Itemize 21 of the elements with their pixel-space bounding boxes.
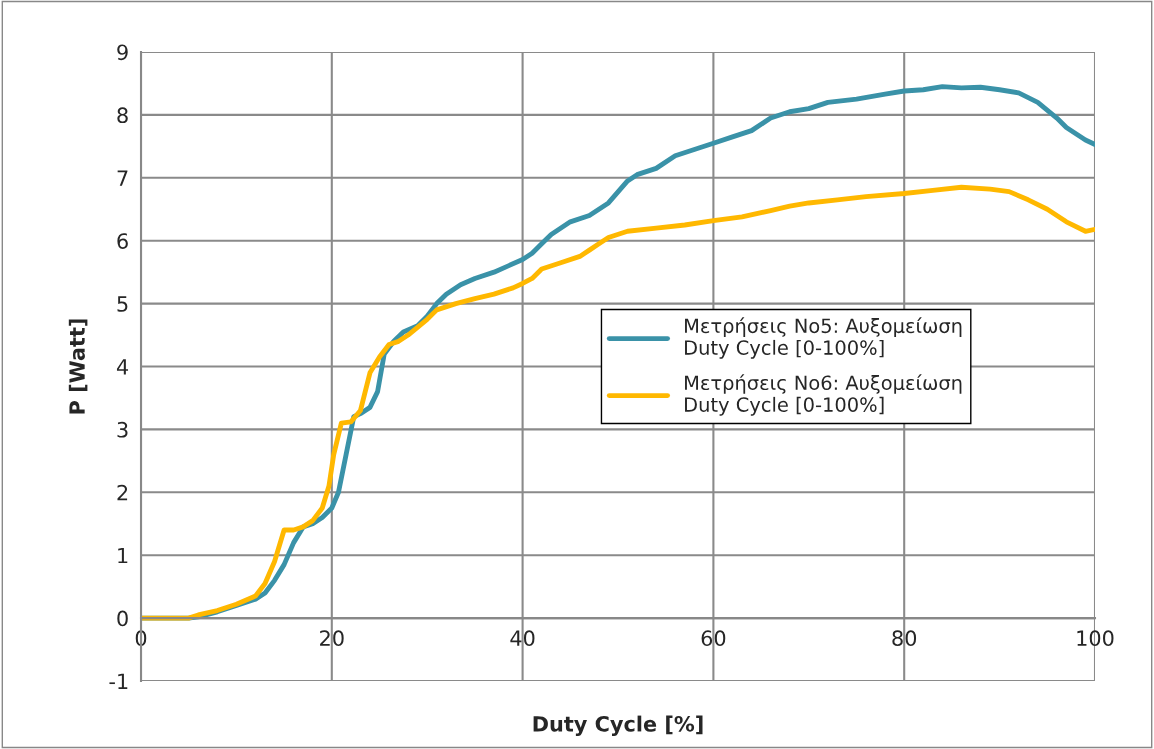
- y-tick-label: 1: [118, 547, 128, 564]
- y-tick-label: 2: [117, 484, 128, 501]
- x-axis-title: Duty Cycle [%]: [533, 715, 703, 736]
- legend-label: Μετρήσεις No5: Αυξομείωση Duty Cycle [0-100%]: [685, 317, 962, 359]
- y-tick-label: 0: [117, 610, 128, 627]
- line-series: [141, 184, 1095, 621]
- y-tick-label: -1: [109, 673, 128, 689]
- x-tick-label: 20: [320, 630, 344, 647]
- x-tick-label: 40: [510, 630, 535, 647]
- y-tick-label: 6: [117, 233, 128, 249]
- x-tick-label: 80: [892, 630, 917, 647]
- y-tick-label: 9: [117, 44, 128, 61]
- x-tick-label: 100: [1077, 630, 1114, 647]
- legend-label: Μετρήσεις No6: Αυξομείωση Duty Cycle [0-100%]: [685, 374, 962, 416]
- y-tick-label: 5: [117, 296, 128, 312]
- y-axis-title: P [Watt]: [68, 319, 88, 414]
- y-tick-label: 3: [117, 421, 128, 438]
- y-tick-label: 7: [117, 170, 128, 186]
- y-tick-label: 8: [117, 107, 128, 124]
- y-tick-label: 4: [116, 359, 129, 375]
- x-tick-label: 60: [701, 630, 726, 647]
